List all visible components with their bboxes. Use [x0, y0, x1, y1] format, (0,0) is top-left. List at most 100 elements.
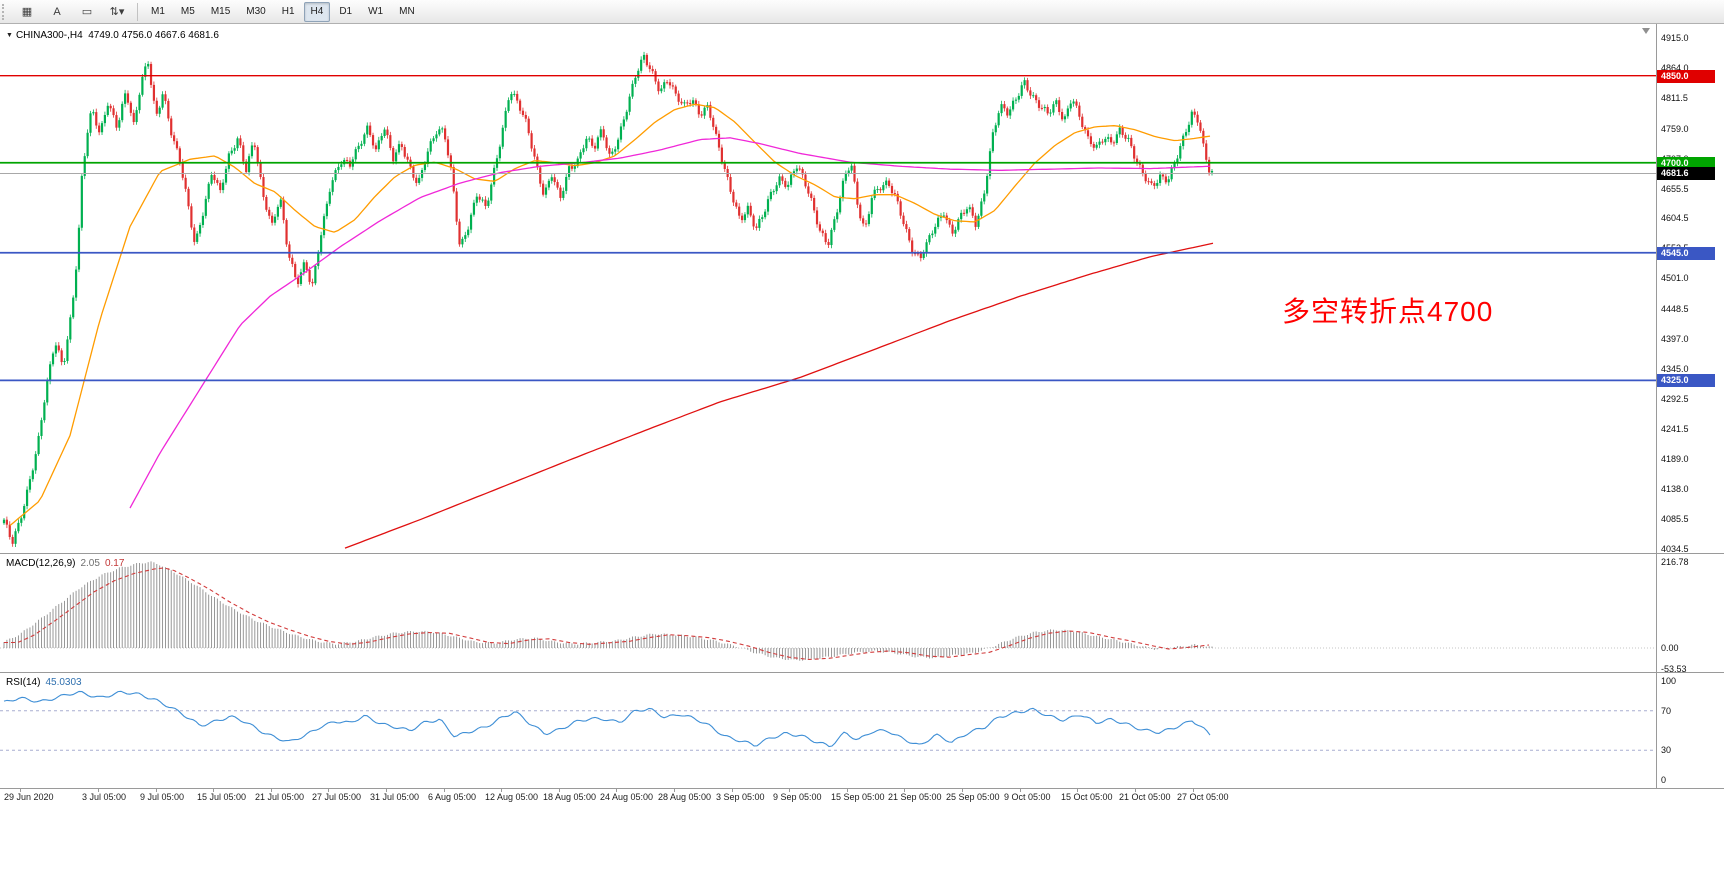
macd-title: MACD(12,26,9) — [6, 558, 76, 569]
time-axis-label: 15 Jul 05:00 — [197, 792, 247, 802]
time-axis-label: 15 Sep 05:00 — [831, 792, 885, 802]
price-tick-label: 4085.5 — [1661, 514, 1689, 525]
panel-separator — [0, 788, 1724, 789]
time-tick — [213, 789, 214, 792]
timeframe-button-m1[interactable]: M1 — [151, 6, 165, 17]
timeframe-button-h1[interactable]: H1 — [281, 6, 295, 17]
timeframe-button-d1[interactable]: D1 — [339, 6, 353, 17]
time-axis-label: 31 Jul 05:00 — [370, 792, 420, 802]
indicators-dropdown-icon[interactable]: ⇅▾ — [109, 6, 125, 18]
price-tick-label: 4034.5 — [1661, 544, 1689, 554]
time-tick — [501, 789, 502, 792]
timeframe-button-h4[interactable]: H4 — [303, 1, 331, 22]
timeframe-button-m15[interactable]: M15 — [210, 6, 231, 17]
time-tick — [1077, 789, 1078, 792]
timeframe-button-mn[interactable]: MN — [399, 6, 415, 17]
rsi-panel[interactable] — [0, 675, 1656, 788]
timeframe-button-m5[interactable]: M5 — [180, 6, 195, 17]
main-chart-svg — [0, 51, 1656, 549]
macd-signal-line — [4, 567, 1210, 660]
ma-slow-red — [344, 242, 1214, 549]
timeframes-group: M1 M5 M15 M30 H1 H4 D1 W1 MN — [143, 1, 423, 22]
time-tick — [904, 789, 905, 792]
time-tick — [98, 789, 99, 792]
time-axis-label: 21 Jul 05:00 — [255, 792, 305, 802]
time-axis-label: 28 Aug 05:00 — [658, 792, 712, 802]
price-badge-4545.0: 4545.0 — [1657, 246, 1715, 260]
time-axis-label: 9 Jul 05:00 — [140, 792, 185, 802]
rsi-axis-label: 30 — [1661, 745, 1672, 756]
time-tick — [1193, 789, 1194, 792]
time-axis-label: 18 Aug 05:00 — [543, 792, 597, 802]
time-axis-label: 15 Oct 05:00 — [1061, 792, 1113, 802]
text-tool-icon[interactable]: A — [53, 5, 61, 18]
price-tick-label: 4915.0 — [1661, 33, 1689, 43]
time-axis-label: 9 Oct 05:00 — [1004, 792, 1051, 802]
time-tick — [616, 789, 617, 792]
main-chart-plot[interactable] — [0, 24, 1656, 553]
rsi-axis-label: 0 — [1661, 775, 1667, 785]
macd-axis-label: -53.53 — [1661, 664, 1687, 675]
time-tick — [1135, 789, 1136, 792]
time-tick — [20, 789, 21, 792]
chart-tools-group: ▦ A ▭ ⇅▾ — [12, 1, 132, 22]
macd-svg — [0, 561, 1656, 661]
symbol-menu-icon[interactable]: ▼ — [6, 32, 13, 39]
macd-panel[interactable] — [0, 556, 1656, 672]
price-tick-label: 4345.0 — [1661, 363, 1689, 374]
time-axis-label: 25 Sep 05:00 — [946, 792, 1000, 802]
panel-separator[interactable] — [0, 553, 1724, 554]
time-tick — [962, 789, 963, 792]
chart-annotation-text[interactable]: 多空转折点4700 — [1282, 296, 1494, 327]
price-tick-label: 4292.5 — [1661, 394, 1689, 405]
time-axis-label: 6 Aug 05:00 — [428, 792, 477, 802]
time-axis-label: 12 Aug 05:00 — [485, 792, 539, 802]
time-axis-label: 27 Jul 05:00 — [312, 792, 362, 802]
frame-tool-icon[interactable]: ▭ — [81, 6, 93, 18]
time-axis-label: 3 Jul 05:00 — [82, 792, 127, 802]
time-axis-label: 24 Aug 05:00 — [600, 792, 654, 802]
ma-fast-orange — [9, 103, 1211, 527]
time-axis-label: 29 Jun 2020 — [4, 792, 54, 802]
panel-separator[interactable] — [0, 672, 1724, 673]
grid-icon[interactable]: ▦ — [21, 6, 33, 18]
rsi-label: RSI(14) 45.0303 — [6, 677, 82, 688]
chart-shift-marker-icon — [1642, 28, 1650, 34]
rsi-axis-label: 100 — [1661, 676, 1677, 686]
price-badge-4850.0: 4850.0 — [1657, 69, 1715, 83]
price-tick-label: 4501.0 — [1661, 273, 1689, 284]
time-tick — [386, 789, 387, 792]
ma-mid-magenta — [129, 137, 1211, 509]
price-tick-label: 4655.5 — [1661, 183, 1689, 194]
ohlc-label: 4749.0 4756.0 4667.6 4681.6 — [88, 30, 219, 41]
price-badge-4325.0: 4325.0 — [1657, 374, 1715, 388]
price-tick-label: 4604.5 — [1661, 213, 1689, 224]
rsi-title: RSI(14) — [6, 677, 41, 688]
price-tick-label: 4189.0 — [1661, 454, 1689, 465]
macd-label: MACD(12,26,9) 2.05 0.17 — [6, 558, 124, 569]
chart-header: ▼ CHINA300-,H4 4749.0 4756.0 4667.6 4681.… — [6, 30, 219, 41]
time-tick — [444, 789, 445, 792]
price-tick-label: 4864.0 — [1661, 62, 1689, 73]
time-tick — [328, 789, 329, 792]
price-axis-line — [1656, 24, 1657, 788]
price-tick-label: 4397.0 — [1661, 333, 1689, 344]
rsi-value: 45.0303 — [45, 677, 82, 688]
timeframe-button-w1[interactable]: W1 — [368, 6, 384, 17]
time-tick — [732, 789, 733, 792]
macd-axis-label: 0.00 — [1661, 643, 1679, 653]
price-badge-4681.6: 4681.6 — [1657, 167, 1715, 181]
symbol-label: CHINA300-,H4 — [15, 30, 83, 41]
toolbar-separator — [137, 2, 138, 21]
time-tick — [156, 789, 157, 792]
timeframe-button-m30[interactable]: M30 — [246, 6, 266, 17]
macd-main-value: 2.05 — [80, 558, 100, 569]
time-tick — [271, 789, 272, 792]
toolbar-drag-handle[interactable] — [2, 3, 8, 20]
rsi-svg — [0, 690, 1656, 751]
macd-axis-label: 216.78 — [1661, 557, 1689, 567]
price-tick-label: 4759.0 — [1661, 123, 1689, 134]
time-tick — [1020, 789, 1021, 792]
time-tick — [847, 789, 848, 792]
